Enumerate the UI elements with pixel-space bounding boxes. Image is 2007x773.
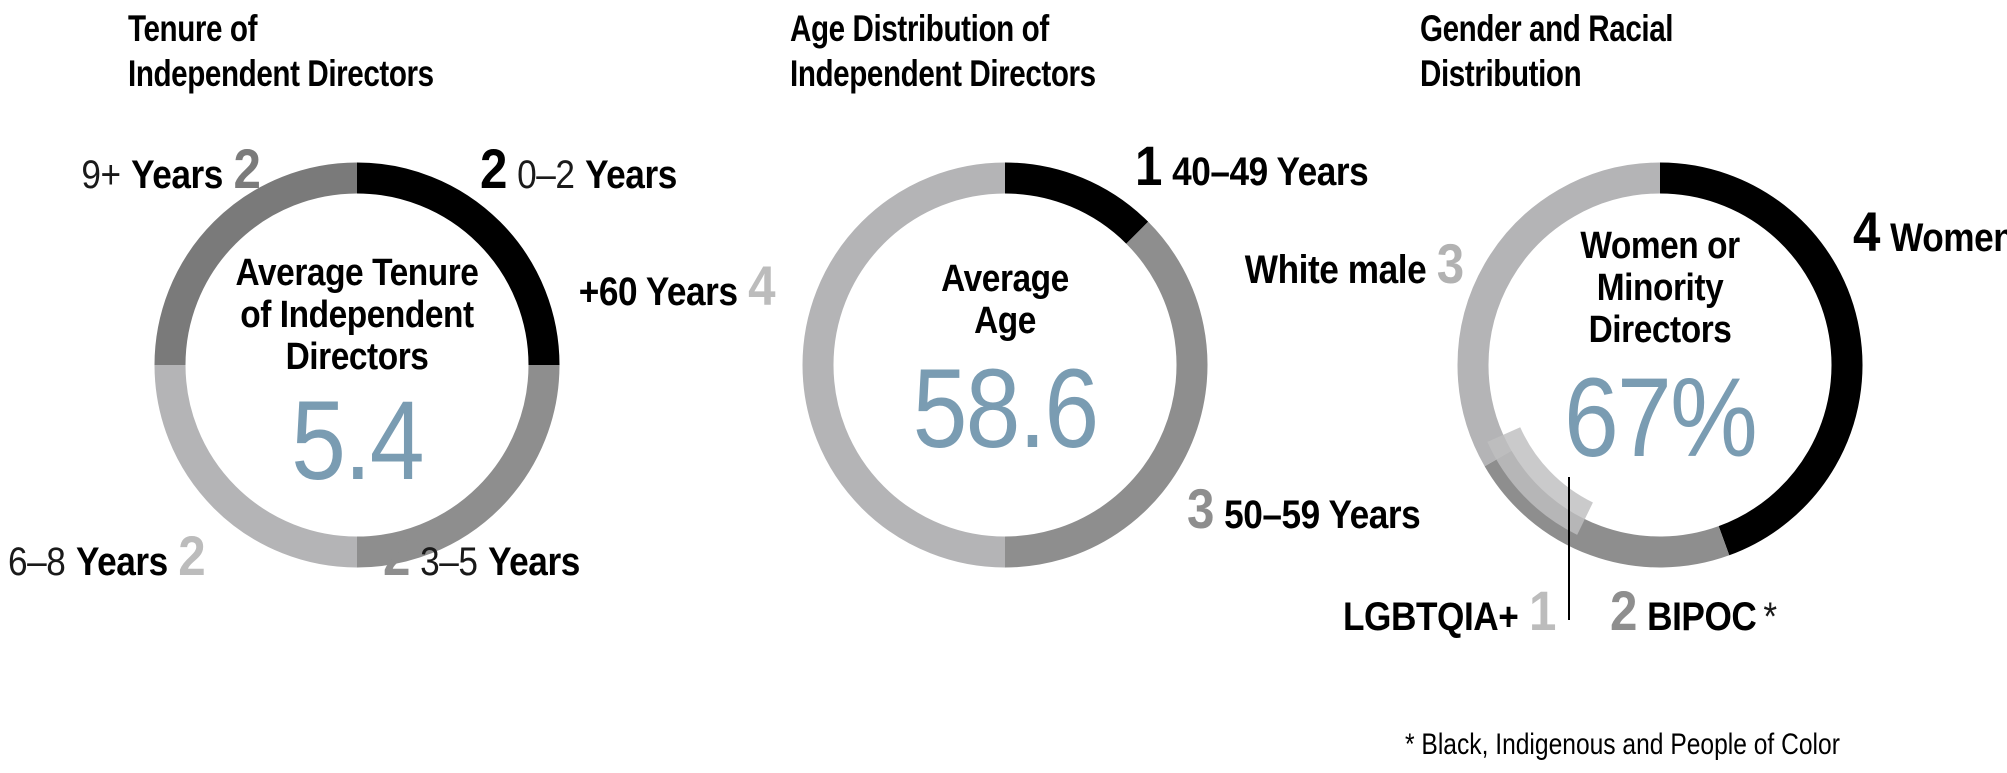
label-lgbtqia-count: 1 [1528, 579, 1555, 642]
60-plus-years-segment [802, 162, 1006, 568]
gender-center-label: Women or Minority Directors 67% [1475, 225, 1845, 477]
label-0-2-range: 0–2 [517, 153, 575, 197]
label-60-plus-word: +60 Years [579, 270, 738, 314]
age-donut-ring [802, 162, 1208, 568]
bipoc-footnote: * Black, Indigenous and People of Color [1405, 728, 1840, 761]
label-60-plus-count: 4 [748, 254, 775, 317]
label-60-plus-years: +60 Years 4 [579, 254, 776, 317]
label-lgbtqia: LGBTQIA+ 1 [1342, 583, 1555, 639]
40-49-years-segment [1004, 162, 1149, 244]
label-50-59-word: 50–59 Years [1224, 493, 1421, 537]
tenure-title-line-2: Independent Directors [128, 53, 434, 94]
tenure-center-line-2: of Independent [240, 294, 474, 336]
tenure-title-line-1: Tenure of [128, 8, 258, 49]
lgbtqia-pointer-line [1568, 477, 1570, 620]
label-white-male-word: White male [1244, 248, 1426, 292]
age-title-line-2: Independent Directors [790, 53, 1096, 94]
white-male-segment [1457, 162, 1661, 467]
label-6-8-range: 6–8 [8, 540, 66, 584]
0-2-years-segment [356, 162, 560, 366]
tenure-chart-title: Tenure of Independent Directors [128, 6, 434, 96]
label-50-59-count: 3 [1187, 477, 1214, 540]
label-0-2-count: 2 [480, 137, 507, 200]
women-segment [1659, 162, 1863, 556]
age-donut: Average Age 58.6 [795, 155, 1215, 575]
label-9-plus-count: 2 [233, 137, 260, 200]
label-40-49-years: 1 40–49 Years [1135, 134, 1369, 197]
label-3-5-count: 2 [383, 524, 410, 587]
tenure-center-line-3: Directors [285, 336, 429, 378]
gender-chart-title: Gender and Racial Distribution [1420, 6, 1674, 96]
50-59-years-segment [1004, 221, 1208, 568]
label-6-8-count: 2 [178, 524, 205, 587]
label-3-5-years: 2 3–5 Years [383, 528, 580, 584]
label-6-8-word: Years [75, 540, 168, 584]
gender-title-line-1: Gender and Racial [1420, 8, 1674, 49]
gender-center-line-3: Directors [1588, 309, 1732, 351]
label-white-male-count: 3 [1436, 232, 1463, 295]
label-lgbtqia-word: LGBTQIA+ [1342, 595, 1518, 639]
label-9-plus-years: 9+ Years 2 [81, 137, 261, 200]
label-40-49-count: 1 [1135, 134, 1162, 197]
gender-title-line-2: Distribution [1420, 53, 1582, 94]
gender-donut: Women or Minority Directors 67% [1450, 155, 1870, 575]
label-6-8-years: 6–8 Years 2 [8, 524, 206, 587]
age-center-line-1: Average [941, 258, 1069, 300]
tenure-center-line-1: Average Tenure [235, 252, 479, 294]
label-bipoc-asterisk: * [1763, 595, 1778, 639]
3-5-years-segment [356, 364, 560, 568]
average-age-value: 58.6 [912, 346, 1100, 471]
label-women-word: Women [1890, 216, 2007, 260]
age-center-label: Average Age 58.6 [820, 258, 1190, 468]
lgbtqia-segment [1487, 426, 1594, 535]
label-bipoc: 2 BIPOC * [1610, 583, 1777, 639]
label-bipoc-count: 2 [1610, 579, 1637, 642]
label-0-2-word: Years [585, 153, 677, 197]
label-40-49-word: 40–49 Years [1172, 150, 1369, 194]
tenure-donut: Average Tenure of Independent Directors … [147, 155, 567, 575]
average-tenure-value: 5.4 [291, 378, 424, 503]
label-bipoc-word: BIPOC [1647, 595, 1757, 639]
age-chart-title: Age Distribution of Independent Director… [790, 6, 1096, 96]
gender-center-line-1: Women or [1580, 225, 1740, 267]
label-0-2-years: 2 0–2 Years [480, 141, 677, 197]
label-women-count: 4 [1853, 200, 1880, 263]
label-50-59-years: 3 50–59 Years [1187, 477, 1421, 540]
label-3-5-word: Years [488, 540, 580, 584]
gender-donut-ring [1457, 162, 1863, 568]
6-8-years-segment [154, 364, 358, 568]
label-women: 4 Women [1853, 204, 2007, 260]
age-center-line-2: Age [974, 300, 1036, 342]
label-9-plus-word: Years [131, 153, 223, 197]
label-9-plus-range: 9+ [81, 153, 121, 197]
women-minority-percentage: 67% [1563, 355, 1758, 480]
9-plus-years-segment [154, 162, 358, 366]
tenure-donut-ring [154, 162, 560, 568]
age-title-line-1: Age Distribution of [790, 8, 1049, 49]
tenure-center-label: Average Tenure of Independent Directors … [172, 252, 542, 500]
gender-center-line-2: Minority [1596, 267, 1724, 309]
label-white-male: White male 3 [1244, 236, 1463, 292]
label-3-5-range: 3–5 [420, 540, 478, 584]
